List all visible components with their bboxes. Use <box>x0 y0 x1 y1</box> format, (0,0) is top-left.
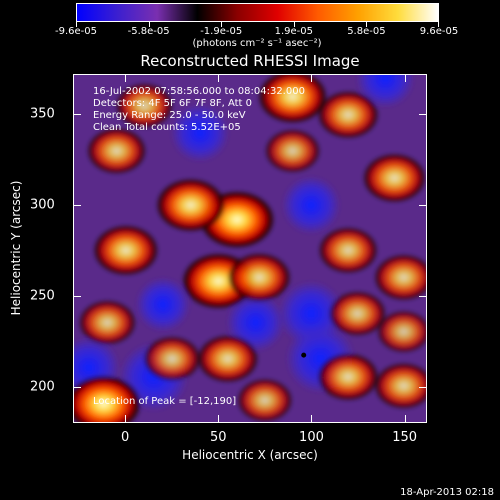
negative-region <box>170 103 229 162</box>
emission-blob <box>74 374 142 422</box>
colorbar-unit: (photons cm⁻² s⁻¹ asec⁻²) <box>192 38 322 49</box>
x-tick <box>218 415 220 422</box>
y-tick <box>419 386 426 388</box>
x-tick <box>311 415 313 422</box>
marker-dot <box>301 352 307 358</box>
info-time: 16-Jul-2002 07:58:56.000 to 08:04:32.000 <box>93 86 305 97</box>
x-tick-label: 50 <box>210 430 227 445</box>
emission-blob <box>328 290 387 337</box>
emission-blob <box>155 178 226 233</box>
colorbar-tick <box>148 22 150 27</box>
colorbar-tick-label: 1.9e-05 <box>274 26 313 37</box>
emission-blob <box>92 224 159 276</box>
y-tick-label: 250 <box>30 288 55 304</box>
y-tick <box>419 204 426 206</box>
info-detectors: Detectors: 4F 5F 6F 7F 8F, Att 0 <box>93 98 253 109</box>
colorbar-tick-label: 9.6e-05 <box>419 26 459 37</box>
colorbar-tick <box>221 22 223 27</box>
colorbar-tick-label: -1.9e-05 <box>200 26 243 37</box>
info-method: Clean Total counts: 5.52E+05 <box>93 122 241 133</box>
y-tick-label: 300 <box>30 197 55 213</box>
y-tick <box>74 295 81 297</box>
emission-blob <box>236 378 293 422</box>
emission-blob <box>318 226 379 274</box>
y-axis-label: Heliocentric Y (arcsec) <box>9 180 23 316</box>
y-tick <box>419 113 426 115</box>
negative-region <box>135 277 191 332</box>
y-tick <box>419 295 426 297</box>
emission-blob <box>264 128 321 173</box>
colorbar-tick <box>76 22 77 27</box>
emission-blob <box>373 254 426 301</box>
emission-blob <box>373 362 426 410</box>
y-tick-label: 200 <box>30 379 55 395</box>
emission-blob <box>362 153 426 203</box>
emission-blob <box>257 75 328 124</box>
plot-title: Reconstructed RHESSI Image <box>140 52 360 70</box>
x-tick <box>125 75 127 82</box>
heatmap-image <box>74 75 426 422</box>
x-tick-label: 150 <box>392 430 418 445</box>
x-tick <box>404 415 406 422</box>
y-tick <box>74 204 81 206</box>
x-tick-label: 0 <box>121 430 130 445</box>
colorbar-tick-label: 5.8e-05 <box>347 26 386 37</box>
negative-region <box>282 176 341 235</box>
x-tick <box>311 75 313 82</box>
timestamp-footer: 18-Apr-2013 02:18 <box>400 487 494 498</box>
x-tick-label: 100 <box>299 430 324 445</box>
emission-blob <box>227 252 292 303</box>
emission-blob <box>86 127 147 175</box>
x-tick <box>404 75 406 82</box>
emission-blob <box>376 310 426 353</box>
emission-blob <box>317 90 380 139</box>
info-energy: Energy Range: 25.0 - 50.0 keV <box>93 110 246 121</box>
peak-location-label: Location of Peak = [-12,190] <box>93 396 237 407</box>
emission-blob <box>143 336 202 382</box>
colorbar-tick-label: -9.6e-05 <box>55 26 97 37</box>
emission-blob <box>115 83 174 129</box>
image-plot <box>73 74 427 423</box>
colorbar-tick <box>366 22 368 27</box>
colorbar-tick-label: -5.8e-05 <box>127 26 170 37</box>
colorbar <box>76 3 439 22</box>
y-tick <box>74 113 81 115</box>
emission-blob <box>196 334 259 383</box>
colorbar-tick <box>438 22 439 27</box>
x-tick <box>125 415 127 422</box>
x-tick <box>218 75 220 82</box>
x-axis-label: Heliocentric X (arcsec) <box>182 448 318 462</box>
emission-blob <box>317 352 380 401</box>
y-tick <box>74 386 81 388</box>
colorbar-tick <box>293 22 295 27</box>
y-tick-label: 350 <box>30 106 55 122</box>
emission-blob <box>78 299 137 346</box>
